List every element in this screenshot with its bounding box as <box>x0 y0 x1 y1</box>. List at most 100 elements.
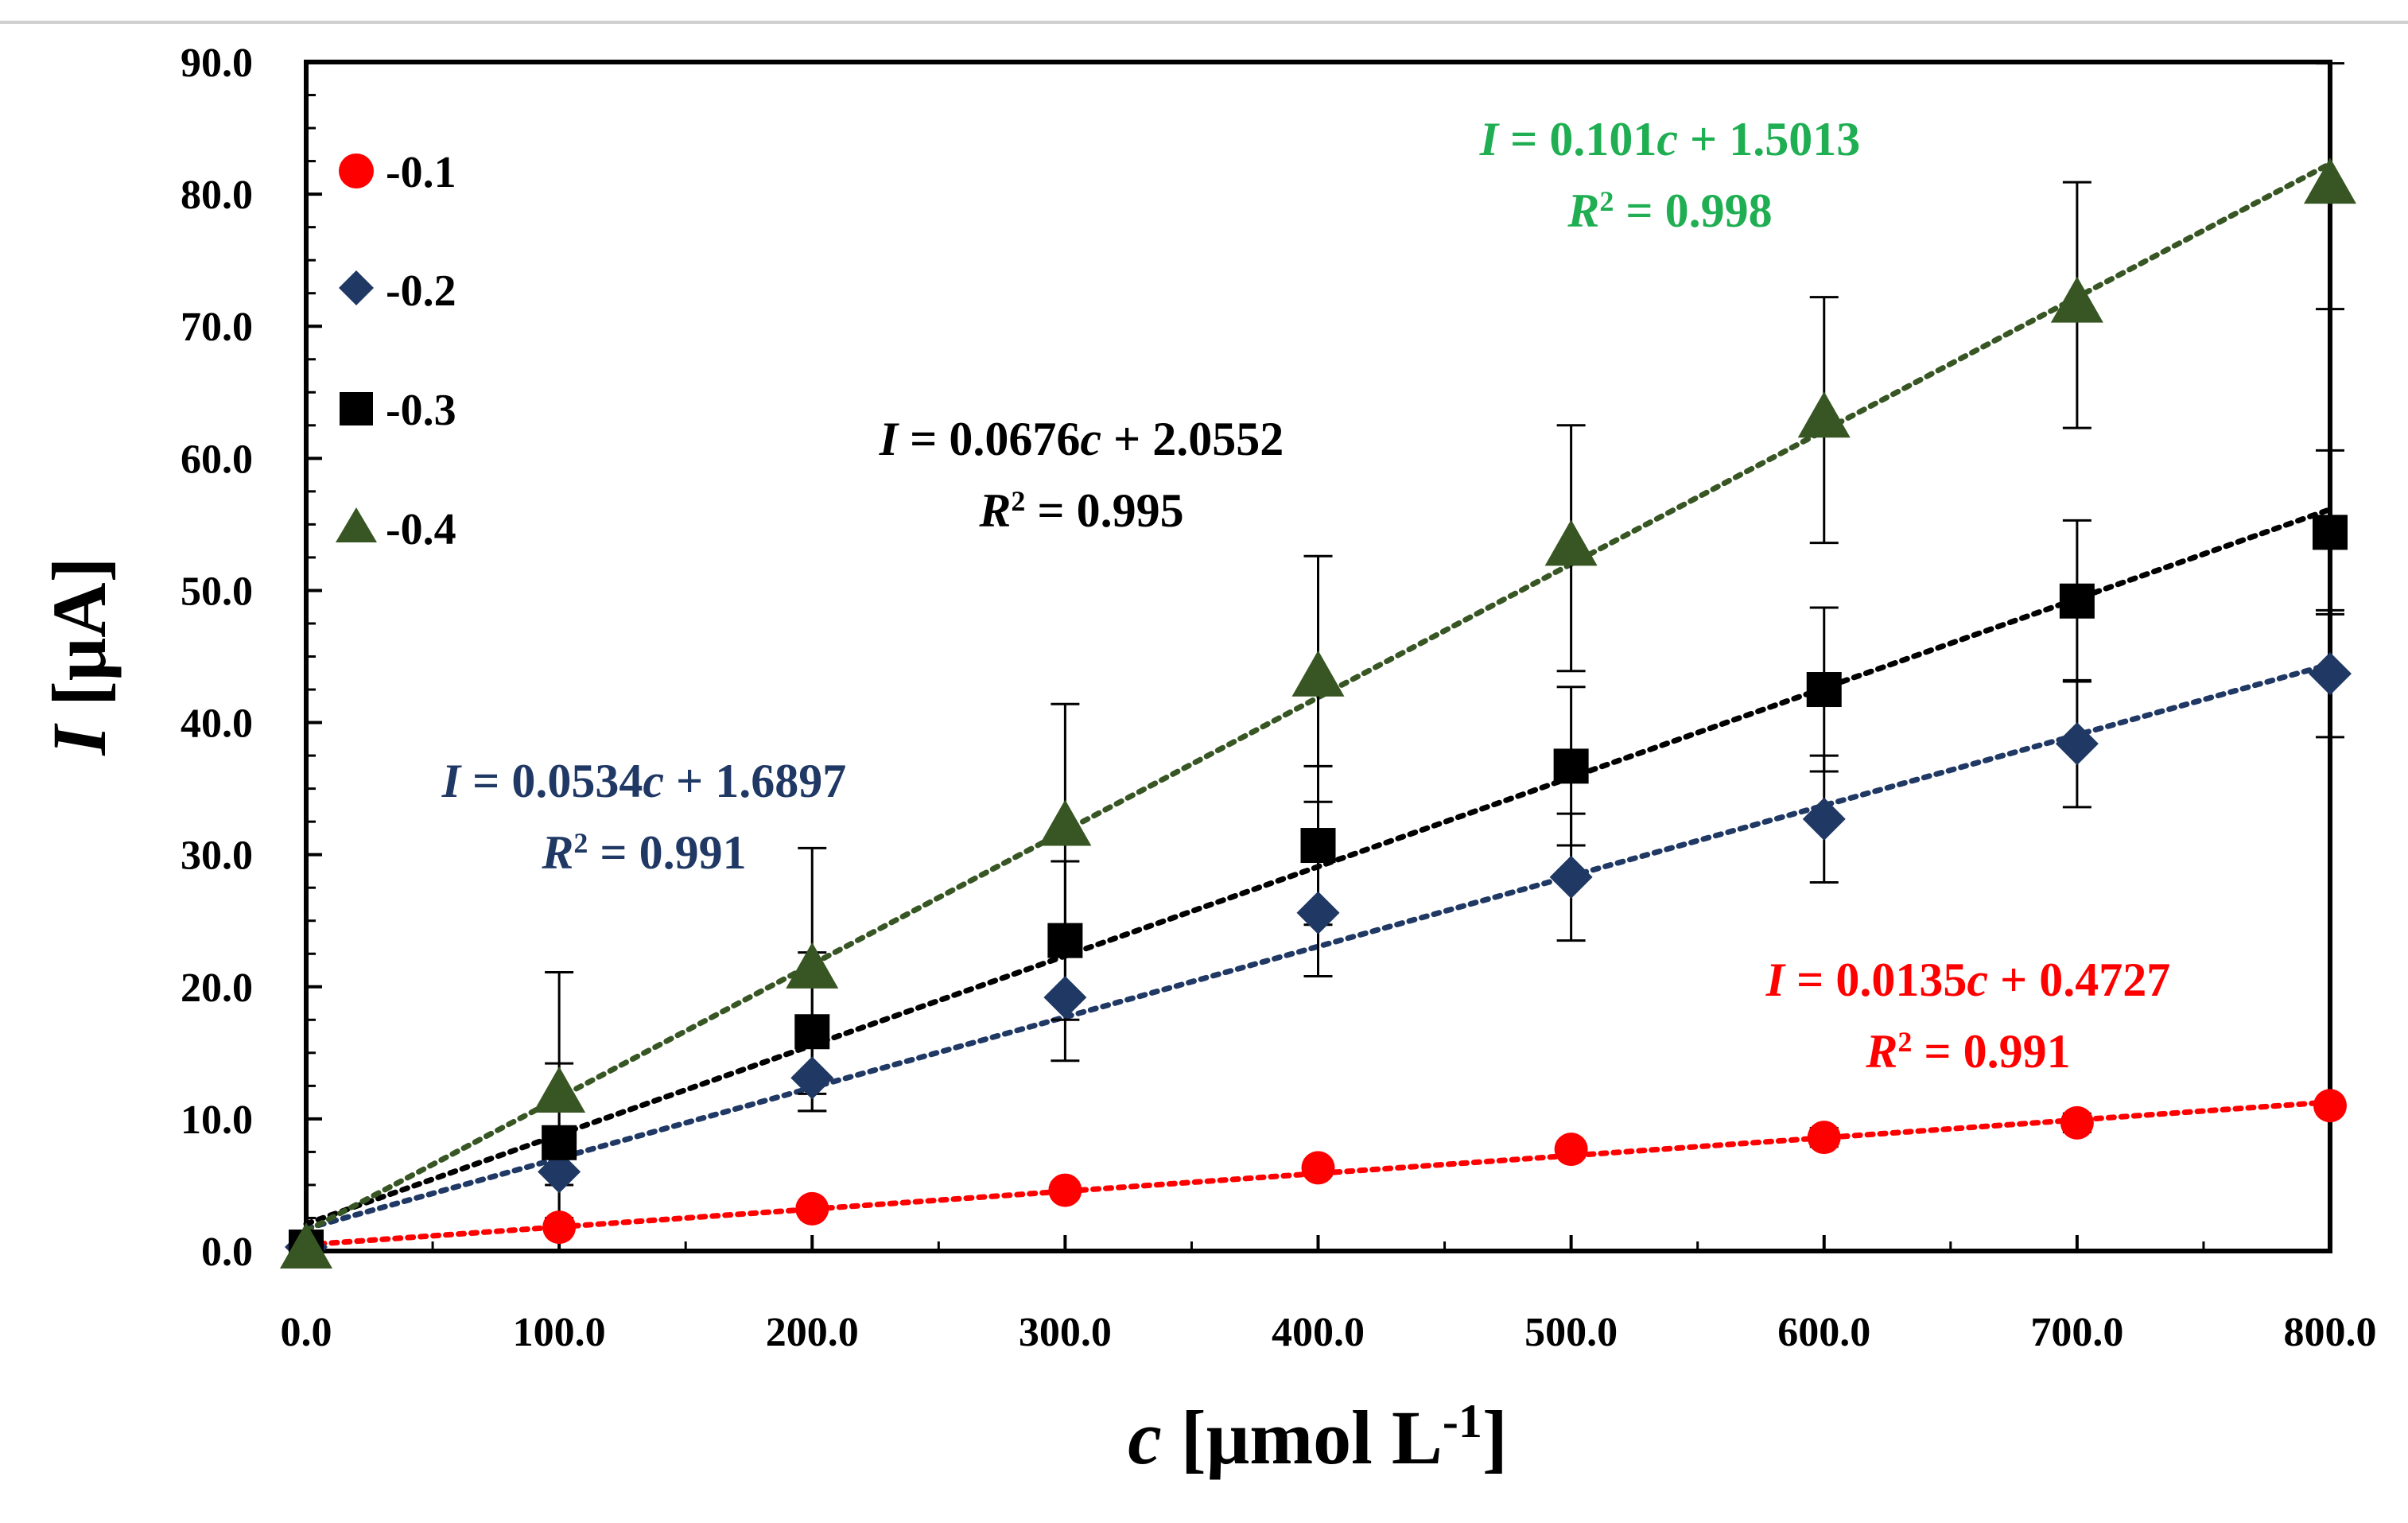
eq02-sup: 2 <box>573 827 588 859</box>
legend-marker-triangle <box>336 507 377 542</box>
eq02-r: R <box>541 826 573 879</box>
equation-03-line: I = 0.0676c + 2.0552 <box>879 413 1284 465</box>
legend-marker-diamond <box>339 270 374 305</box>
point-circle <box>795 1191 829 1226</box>
point-circle <box>2313 1089 2347 1123</box>
equation-03-r2: R2 = 0.995 <box>978 484 1183 537</box>
x-tick-label: 400.0 <box>1272 1310 1365 1355</box>
equation-02-line: I = 0.0534c + 1.6897 <box>441 755 846 807</box>
point-circle <box>1301 1151 1335 1185</box>
eq02-i: I <box>441 755 463 807</box>
point-square <box>1553 748 1589 784</box>
x-tick-label: 200.0 <box>766 1310 859 1355</box>
point-square <box>2059 583 2095 619</box>
point-diamond <box>1549 855 1593 899</box>
x-tick-label: 300.0 <box>1019 1310 1112 1355</box>
eq01-r: R <box>1865 1025 1897 1078</box>
point-diamond <box>2055 722 2099 766</box>
point-triangle <box>533 1066 586 1113</box>
eq01-sup: 2 <box>1897 1026 1912 1058</box>
x-tick-label: 500.0 <box>1524 1310 1618 1355</box>
eq04-i: I <box>1479 113 1501 165</box>
trendline--0.1 <box>303 1099 2333 1248</box>
legend-label-03: -0.3 <box>386 386 456 435</box>
eq02-r2val: = 0.991 <box>588 826 746 879</box>
eq03-i: I <box>879 413 900 465</box>
point-triangle <box>1544 519 1598 566</box>
point-square <box>1047 923 1083 958</box>
legend-label-04: -0.4 <box>386 505 456 554</box>
point-circle <box>2060 1105 2094 1140</box>
point-diamond <box>2309 652 2352 696</box>
y-axis-title-italic: I <box>37 723 122 756</box>
eq02-rest2: + 1.6897 <box>664 755 846 807</box>
point-circle <box>1554 1133 1588 1167</box>
eq04-c: c <box>1656 113 1678 165</box>
point-square <box>1806 672 1842 708</box>
eq04-r2val: = 0.998 <box>1614 185 1772 237</box>
legend-marker-square <box>340 392 373 425</box>
eq02-c: c <box>643 755 664 807</box>
legend-label-02: -0.2 <box>386 266 456 316</box>
point-square <box>794 1014 830 1050</box>
point-triangle <box>2304 157 2356 204</box>
y-tick-label: 30.0 <box>181 833 253 879</box>
point-triangle <box>786 942 839 989</box>
point-circle <box>1807 1121 1841 1155</box>
point-square <box>542 1125 577 1160</box>
eq03-c: c <box>1080 413 1101 465</box>
eq01-rest2: + 0.4727 <box>1988 954 2170 1006</box>
point-square <box>2313 515 2348 550</box>
eq03-rest2: + 2.0552 <box>1101 413 1284 465</box>
point-diamond <box>1043 976 1087 1020</box>
data-markers <box>280 157 2356 1269</box>
point-circle <box>542 1210 577 1245</box>
point-triangle <box>280 1222 332 1269</box>
y-tick-label: 60.0 <box>181 437 253 482</box>
y-axis-ticks: 0.0 10.0 20.0 30.0 40.0 50.0 60.0 70.0 80.0 90.0 <box>181 41 322 1275</box>
x-axis-ticks: 0.0 100.0 200.0 300.0 400.0 500.0 600.0 700.0 80… <box>281 1235 2377 1355</box>
legend-marker-circle <box>339 153 374 188</box>
x-axis-title-sup: -1 <box>1443 1395 1482 1447</box>
equation-series-04: I = 0.101c + 1.5013 R2 = 0.998 <box>1479 113 1860 237</box>
x-axis-title-unit: [μmol L <box>1162 1395 1443 1480</box>
legend: -0.1 -0.2 -0.3 -0.4 <box>336 148 456 554</box>
equation-series-01: I = 0.0135c + 0.4727 R2 = 0.991 <box>1765 954 2170 1078</box>
y-tick-label: 40.0 <box>181 701 253 747</box>
x-tick-label: 600.0 <box>1777 1310 1870 1355</box>
y-axis-title: I [μA] <box>37 557 122 756</box>
eq03-sup: 2 <box>1011 485 1025 517</box>
eq04-r: R <box>1567 185 1599 237</box>
point-diamond <box>1802 797 1846 841</box>
y-tick-label: 80.0 <box>181 173 253 218</box>
x-tick-label: 0.0 <box>281 1310 332 1355</box>
equation-02-r2: R2 = 0.991 <box>541 826 746 879</box>
eq03-rest: = 0.0676 <box>898 413 1080 465</box>
eq04-rest: = 0.101 <box>1498 113 1656 165</box>
point-triangle <box>1797 391 1851 438</box>
point-triangle <box>1291 650 1345 697</box>
equation-01-r2: R2 = 0.991 <box>1865 1025 2070 1078</box>
eq01-rest: = 0.0135 <box>1785 954 1967 1006</box>
legend-label-01: -0.1 <box>386 148 456 197</box>
point-diamond <box>1296 891 1340 934</box>
y-tick-label: 90.0 <box>181 41 253 86</box>
y-tick-label: 0.0 <box>201 1230 253 1275</box>
eq02-rest: = 0.0534 <box>460 755 643 807</box>
point-diamond <box>538 1150 581 1194</box>
point-triangle <box>2050 276 2103 323</box>
eq01-r2val: = 0.991 <box>1912 1025 2070 1078</box>
x-axis-title-end: ] <box>1482 1395 1508 1480</box>
x-axis-title: c [μmol L-1] <box>1128 1395 1508 1480</box>
eq03-r2val: = 0.995 <box>1025 484 1183 537</box>
y-axis-title-unit: [μA] <box>37 557 122 725</box>
y-tick-label: 20.0 <box>181 965 253 1011</box>
eq03-r: R <box>978 484 1011 537</box>
point-square <box>1300 828 1336 864</box>
x-tick-label: 800.0 <box>2284 1310 2377 1355</box>
point-diamond <box>790 1056 834 1100</box>
y-tick-label: 70.0 <box>181 305 253 350</box>
y-tick-label: 10.0 <box>181 1098 253 1143</box>
eq01-i: I <box>1765 954 1787 1006</box>
